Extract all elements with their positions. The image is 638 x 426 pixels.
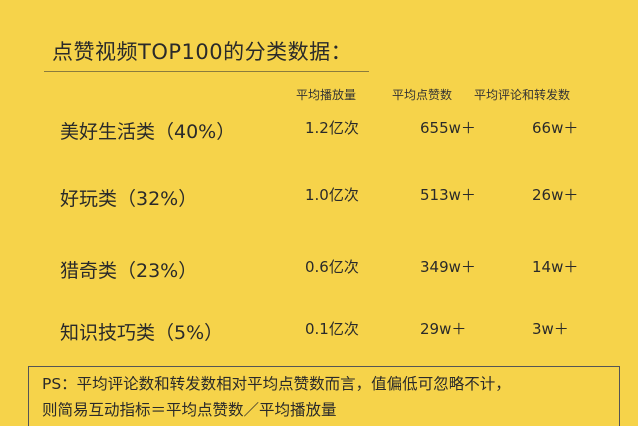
table-row: 好玩类（32%） 1.0亿次 513w＋ 26w＋ — [0, 180, 638, 210]
table-row: 知识技巧类（5%） 0.1亿次 29w＋ 3w＋ — [0, 314, 638, 344]
header-avg-views: 平均播放量 — [296, 88, 357, 102]
avg-comments-shares-value: 26w＋ — [532, 186, 579, 204]
avg-views-value: 0.1亿次 — [305, 320, 359, 338]
table-row: 猎奇类（23%） 0.6亿次 349w＋ 14w＋ — [0, 252, 638, 282]
avg-comments-shares-value: 66w＋ — [532, 119, 579, 137]
category-label: 猎奇类（23%） — [60, 260, 198, 282]
avg-likes-value: 349w＋ — [420, 258, 476, 276]
category-label: 美好生活类（40%） — [60, 121, 236, 143]
ps-note-line2: 则简易互动指标＝平均点赞数／平均播放量 — [42, 401, 337, 419]
avg-views-value: 0.6亿次 — [305, 258, 359, 276]
page-title: 点赞视频TOP100的分类数据： — [52, 40, 353, 64]
ps-note-line1: PS：平均评论数和转发数相对平均点赞数而言，值偏低可忽略不计， — [42, 375, 511, 393]
avg-views-value: 1.0亿次 — [305, 186, 359, 204]
table-row: 美好生活类（40%） 1.2亿次 655w＋ 66w＋ — [0, 113, 638, 143]
avg-views-value: 1.2亿次 — [305, 119, 359, 137]
avg-likes-value: 655w＋ — [420, 119, 476, 137]
title-underline — [44, 71, 369, 72]
avg-comments-shares-value: 14w＋ — [532, 258, 579, 276]
avg-likes-value: 29w＋ — [420, 320, 467, 338]
avg-likes-value: 513w＋ — [420, 186, 476, 204]
category-label: 好玩类（32%） — [60, 188, 198, 210]
category-label: 知识技巧类（5%） — [60, 322, 224, 344]
header-avg-likes: 平均点赞数 — [392, 88, 453, 102]
header-avg-comments-shares: 平均评论和转发数 — [474, 88, 571, 102]
ps-note-box — [28, 366, 620, 426]
avg-comments-shares-value: 3w＋ — [532, 320, 569, 338]
